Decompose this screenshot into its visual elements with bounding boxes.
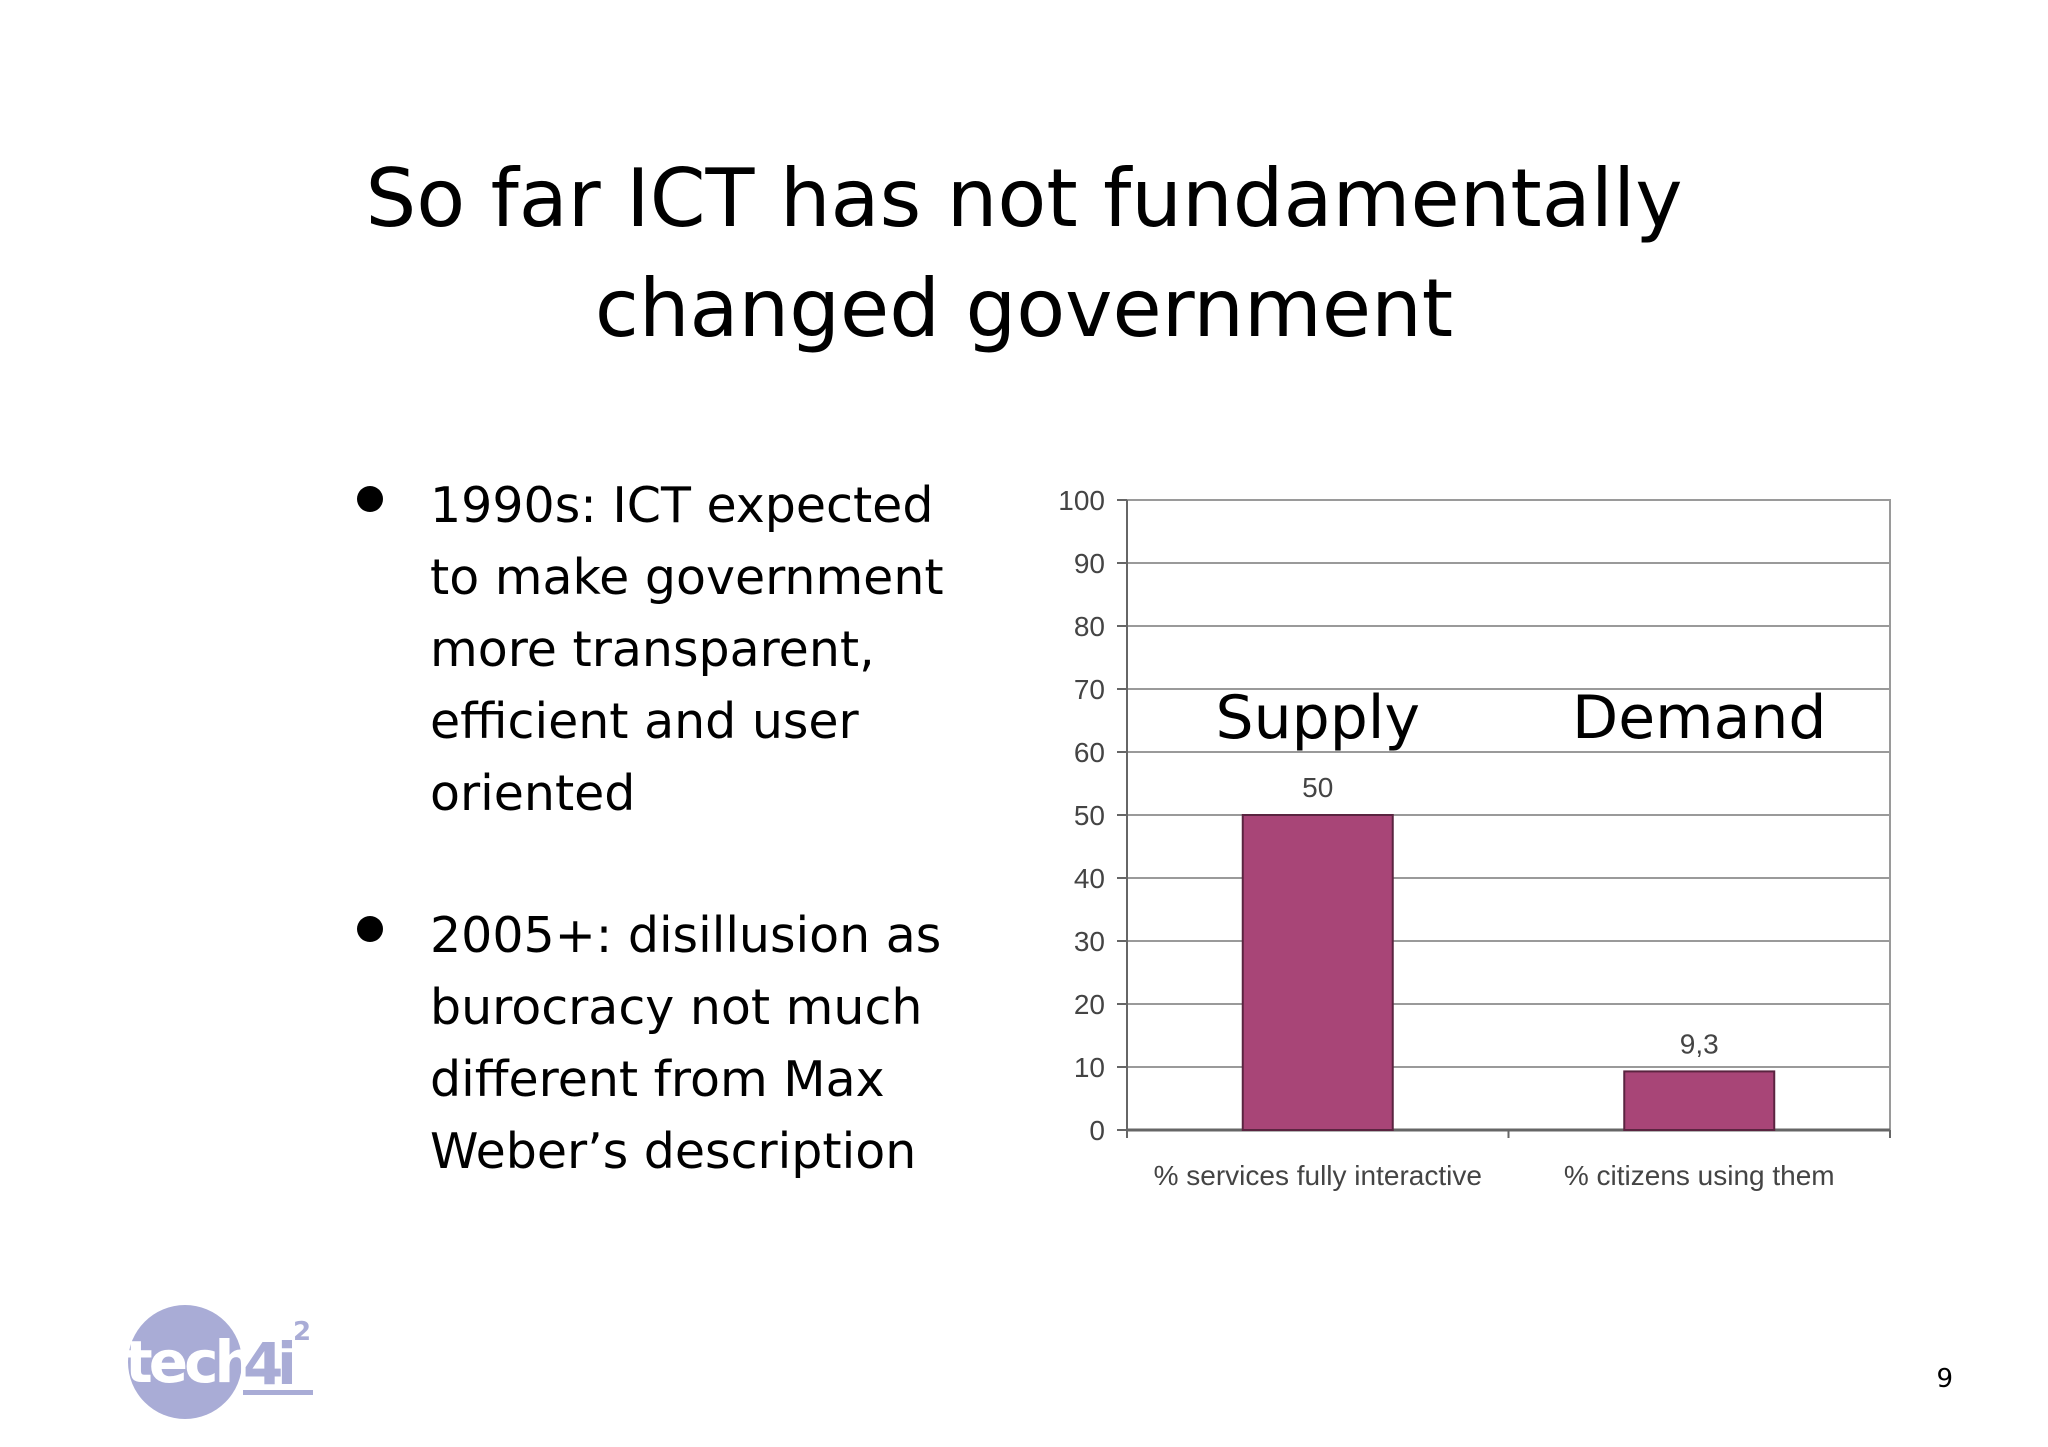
y-tick-label: 50 [1074, 800, 1105, 831]
bullet-item: 2005+: disillusion as burocracy not much… [350, 900, 990, 1188]
y-tick-label: 60 [1074, 737, 1105, 768]
y-tick-label: 0 [1089, 1115, 1105, 1146]
chart-annotation: Supply [1216, 683, 1420, 753]
bar-data-label: 50 [1302, 772, 1333, 803]
x-category-label: % citizens using them [1564, 1160, 1835, 1191]
chart-annotation: Demand [1572, 683, 1826, 753]
svg-text:i: i [277, 1330, 297, 1398]
y-tick-label: 70 [1074, 674, 1105, 705]
y-tick-label: 40 [1074, 863, 1105, 894]
svg-text:tech: tech [125, 1328, 252, 1396]
bullet-text: 1990s: ICT expected to make government m… [430, 477, 944, 822]
y-tick-label: 10 [1074, 1052, 1105, 1083]
slide-title-line1: So far ICT has not fundamentally [365, 151, 1683, 245]
y-tick-label: 80 [1074, 611, 1105, 642]
slide-title-line2: changed government [594, 261, 1454, 355]
bar-chart: 0 10 20 30 40 50 60 70 80 90 100 50 % services fully… [1030, 470, 1891, 1210]
bar-data-label: 9,3 [1680, 1028, 1719, 1059]
bullet-text: 2005+: disillusion as burocracy not much… [430, 907, 942, 1180]
bullet-list: 1990s: ICT expected to make government m… [350, 470, 990, 1258]
y-tick-label: 20 [1074, 989, 1105, 1020]
bar [1623, 1070, 1776, 1131]
bullet-item: 1990s: ICT expected to make government m… [350, 470, 990, 830]
bullet-dot-icon [357, 486, 383, 512]
page-number: 9 [1936, 1364, 1953, 1394]
svg-text:4: 4 [243, 1330, 283, 1398]
y-tick-label: 100 [1058, 485, 1105, 516]
logo-icon: tech 4 i 2 [125, 1305, 313, 1419]
tech4i2-logo: tech 4 i 2 [125, 1300, 355, 1420]
slide-title: So far ICT has not fundamentally changed… [0, 144, 2048, 364]
y-tick-label: 30 [1074, 926, 1105, 957]
bar-chart-svg: 0 10 20 30 40 50 60 70 80 90 100 50 % services fully… [1058, 485, 1891, 1191]
svg-text:2: 2 [293, 1317, 311, 1347]
x-category-label: % services fully interactive [1154, 1160, 1482, 1191]
bar [1241, 814, 1394, 1131]
bullet-dot-icon [357, 916, 383, 942]
y-tick-label: 90 [1074, 548, 1105, 579]
